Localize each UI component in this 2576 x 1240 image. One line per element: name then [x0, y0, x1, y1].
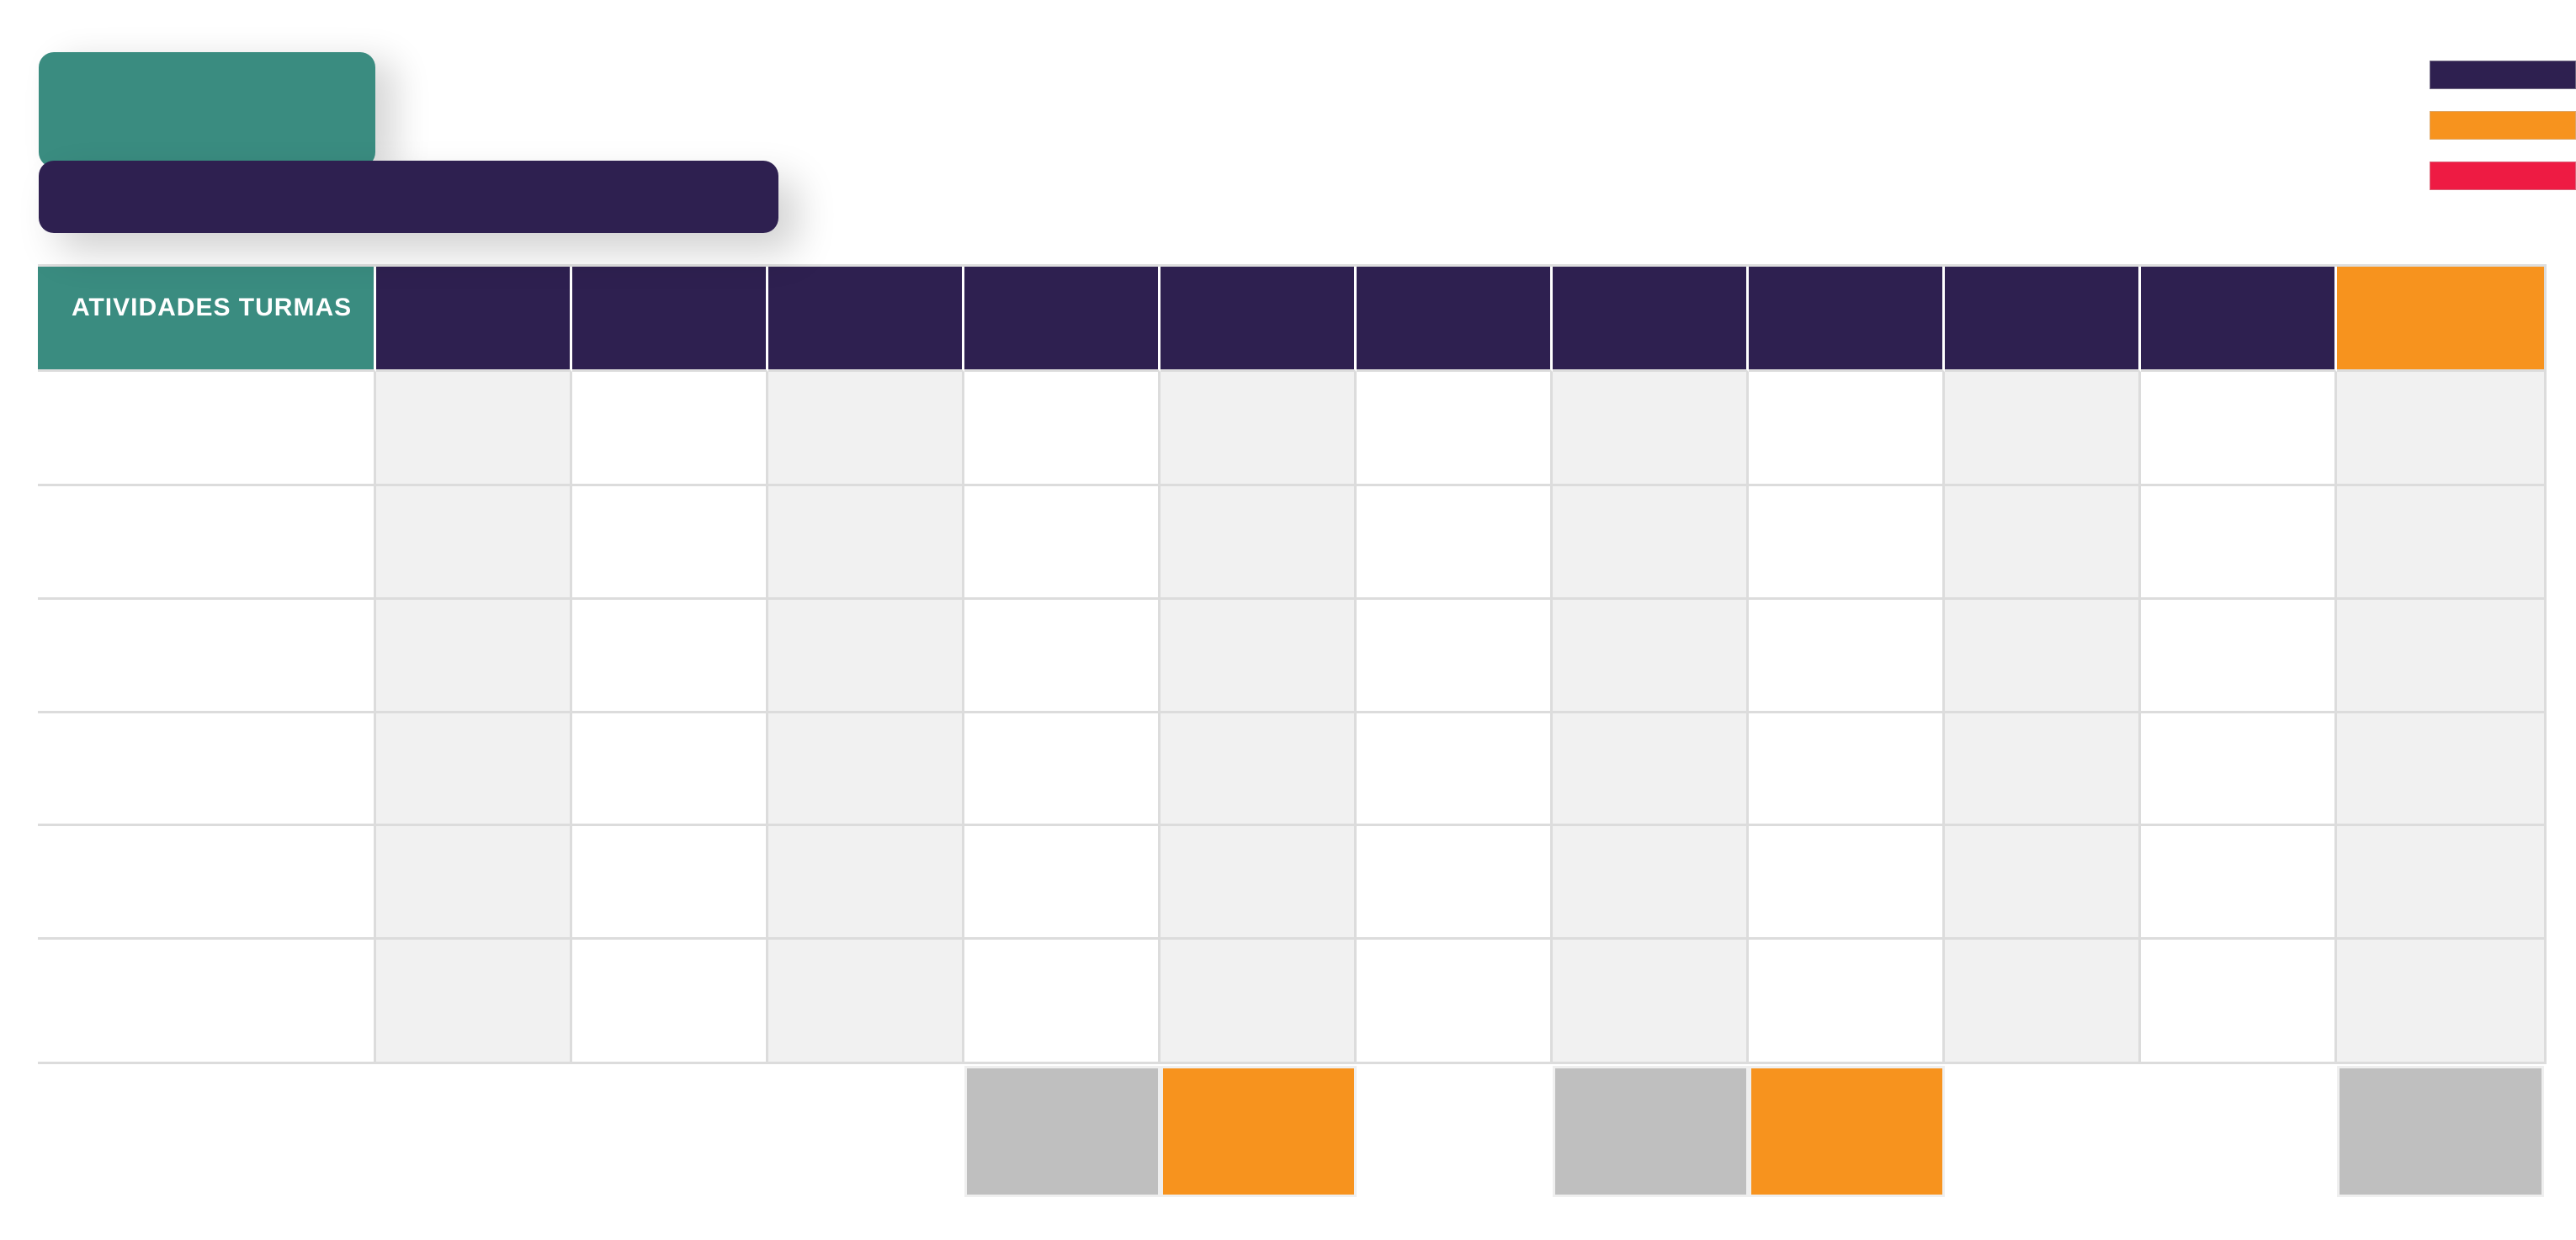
table-title: ATIVIDADES TURMAS: [72, 294, 353, 321]
header-cell: [376, 267, 572, 372]
body-cell: [38, 372, 376, 486]
header-cell-highlight: [2337, 267, 2544, 372]
body-cell: [38, 940, 376, 1064]
body-cell: [964, 372, 1161, 486]
footer-cell: [1749, 1066, 1945, 1197]
body-cell: [1749, 713, 1945, 826]
body-cell: [964, 713, 1161, 826]
header-cell: [2141, 267, 2337, 372]
body-cell: [2141, 372, 2337, 486]
body-cell: [1553, 826, 1749, 940]
body-cell: [1553, 600, 1749, 713]
body-cell: [572, 486, 768, 600]
body-cell: [1945, 940, 2141, 1064]
body-cell: [1749, 372, 1945, 486]
body-cell: [376, 486, 572, 600]
body-cell: [376, 372, 572, 486]
body-cell: [1553, 713, 1749, 826]
body-cell: [964, 486, 1161, 600]
body-cell: [768, 372, 964, 486]
activities-table: ATIVIDADES TURMAS: [38, 264, 2547, 1064]
body-cell: [2337, 486, 2544, 600]
header-cell: [964, 267, 1161, 372]
header-cell: [572, 267, 768, 372]
body-cell: [572, 940, 768, 1064]
body-cell: [2141, 940, 2337, 1064]
body-cell: [38, 826, 376, 940]
body-cell: [1945, 600, 2141, 713]
body-cell: [1161, 713, 1357, 826]
body-cell: [2141, 600, 2337, 713]
header-cell: [1553, 267, 1749, 372]
body-cell: [1161, 940, 1357, 1064]
teal-banner-block: [39, 52, 375, 167]
body-cell: [1161, 826, 1357, 940]
header-cell: [1749, 267, 1945, 372]
body-cell: [38, 486, 376, 600]
body-cell: [1945, 486, 2141, 600]
body-cell: [376, 826, 572, 940]
body-cell: [768, 486, 964, 600]
body-cell: [2337, 940, 2544, 1064]
body-cell: [572, 713, 768, 826]
footer-cell: [2337, 1066, 2544, 1197]
body-cell: [376, 600, 572, 713]
body-cell: [1945, 372, 2141, 486]
body-cell: [376, 713, 572, 826]
body-cell: [1161, 372, 1357, 486]
body-cell: [1553, 486, 1749, 600]
body-cell: [964, 940, 1161, 1064]
footer-cell: [1161, 1066, 1357, 1197]
body-cell: [1357, 600, 1553, 713]
body-cell: [38, 600, 376, 713]
body-cell: [1945, 826, 2141, 940]
body-cell: [572, 372, 768, 486]
body-cell: [1357, 826, 1553, 940]
body-cell: [1749, 600, 1945, 713]
body-cell: [1357, 940, 1553, 1064]
body-cell: [38, 713, 376, 826]
body-cell: [376, 940, 572, 1064]
body-cell: [1553, 940, 1749, 1064]
body-cell: [2337, 713, 2544, 826]
body-cell: [1553, 372, 1749, 486]
legend-bar-orange: [2430, 111, 2576, 140]
body-cell: [1357, 486, 1553, 600]
body-cell: [1161, 486, 1357, 600]
header-cell: [1161, 267, 1357, 372]
table-title-cell: ATIVIDADES TURMAS: [38, 267, 376, 372]
body-cell: [2141, 486, 2337, 600]
purple-banner-block: [39, 161, 778, 233]
body-cell: [1945, 713, 2141, 826]
header-cell: [1945, 267, 2141, 372]
body-cell: [768, 826, 964, 940]
body-cell: [964, 826, 1161, 940]
body-cell: [768, 940, 964, 1064]
body-cell: [1357, 713, 1553, 826]
footer-cell: [1553, 1066, 1749, 1197]
body-cell: [2141, 713, 2337, 826]
body-cell: [572, 600, 768, 713]
header-cell: [1357, 267, 1553, 372]
legend: [2430, 61, 2576, 190]
body-cell: [1161, 600, 1357, 713]
body-cell: [2337, 600, 2544, 713]
body-cell: [2337, 826, 2544, 940]
body-cell: [1357, 372, 1553, 486]
body-cell: [768, 600, 964, 713]
body-cell: [1749, 486, 1945, 600]
body-cell: [768, 713, 964, 826]
body-cell: [572, 826, 768, 940]
legend-bar-red: [2430, 162, 2576, 190]
footer-cell: [964, 1066, 1161, 1197]
legend-bar-purple: [2430, 61, 2576, 89]
body-cell: [964, 600, 1161, 713]
header-cell: [768, 267, 964, 372]
body-cell: [2337, 372, 2544, 486]
body-cell: [1749, 940, 1945, 1064]
body-cell: [1749, 826, 1945, 940]
body-cell: [2141, 826, 2337, 940]
